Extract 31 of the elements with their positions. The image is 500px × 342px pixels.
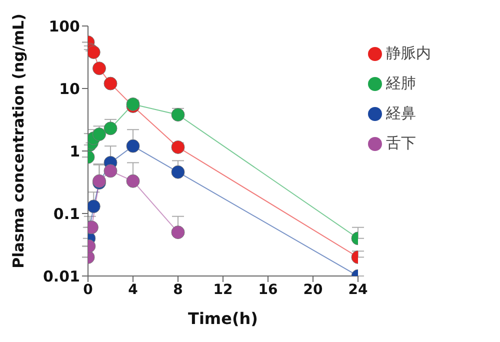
legend-label: 舌下 <box>386 134 416 152</box>
legend-label: 静脈内 <box>386 44 431 62</box>
x-tick-label: 0 <box>83 282 94 298</box>
y-tick-label: 100 <box>48 17 80 36</box>
legend-label: 経鼻 <box>386 104 416 122</box>
point <box>92 62 106 76</box>
x-axis-title: Time(h) <box>188 309 258 328</box>
point <box>126 139 140 153</box>
y-tick-label: 1 <box>70 142 80 160</box>
point <box>171 108 185 122</box>
point <box>88 200 100 214</box>
point <box>104 76 118 90</box>
y-tick-label: 0.01 <box>42 267 80 286</box>
x-tick-label: 20 <box>303 282 323 298</box>
legend-label: 経肺 <box>386 74 416 92</box>
y-tick-label: 10 <box>59 80 80 98</box>
x-tick-label: 4 <box>128 282 138 298</box>
y-tick-label: 0.1 <box>53 204 80 223</box>
y-axis-title: Plasma concentration (ng/mL) <box>9 14 28 268</box>
point <box>104 122 118 136</box>
x-tick-label: 16 <box>258 282 278 298</box>
point <box>171 226 185 240</box>
x-tick-label: 24 <box>348 282 368 298</box>
point <box>104 164 118 178</box>
x-tick-label: 8 <box>173 282 183 298</box>
point <box>171 165 185 179</box>
point <box>171 140 185 154</box>
point <box>88 46 100 60</box>
point <box>126 174 140 188</box>
x-tick-label: 12 <box>213 282 233 298</box>
point <box>126 97 140 111</box>
